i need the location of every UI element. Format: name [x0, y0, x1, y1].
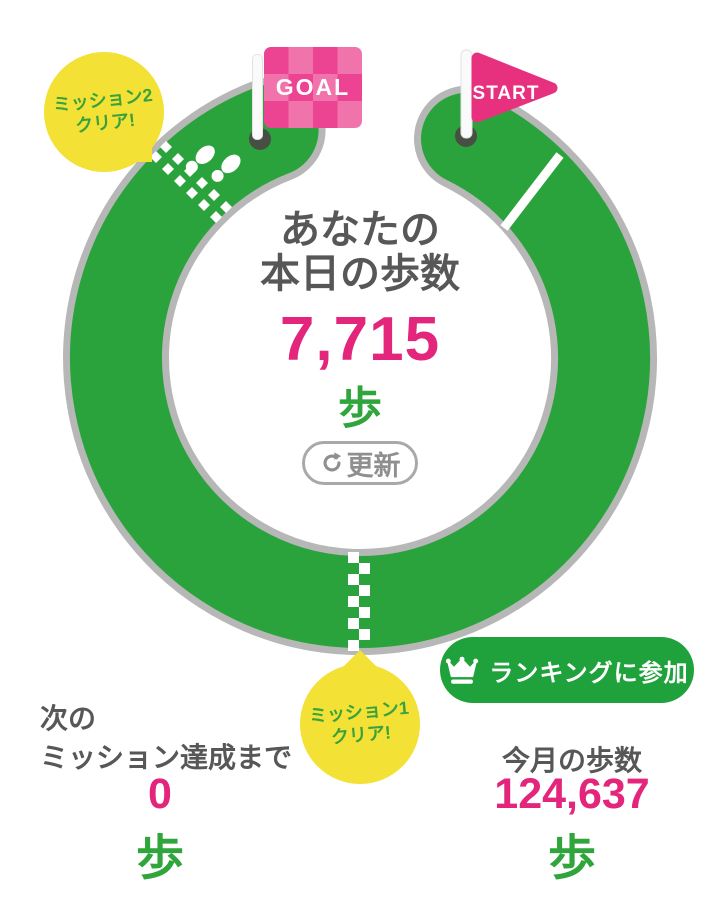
mission1-clear-badge: ミッション1 クリア!	[300, 664, 420, 784]
monthly-steps-caption: 今月の歩数	[501, 745, 642, 776]
refresh-button[interactable]: 更新	[302, 441, 418, 485]
today-steps-unit: 歩	[338, 384, 382, 433]
crown-icon	[446, 656, 479, 684]
start-pennant	[471, 52, 558, 123]
goal-flag-pole	[252, 54, 263, 140]
monthly-steps-value: 124,637	[494, 770, 650, 818]
segment-divider	[500, 152, 564, 231]
goal-flag: GOAL	[264, 47, 362, 128]
next-mission-caption-line2: ミッション達成まで	[40, 742, 293, 773]
mission-2-checkpoint	[149, 140, 233, 224]
today-steps-value: 7,715	[279, 305, 441, 374]
next-mission-caption-line1: 次の	[40, 703, 97, 734]
today-title-line1: あなたの	[280, 208, 440, 252]
mission2-clear-badge: ミッション2 クリア!	[44, 52, 164, 172]
start-flag-pole	[460, 49, 473, 139]
start-flag-label: START	[473, 83, 540, 104]
next-mission-steps-value: 0	[148, 770, 172, 818]
join-ranking-label: ランキングに参加	[489, 659, 689, 687]
monthly-steps-unit: 歩	[547, 832, 596, 885]
next-mission-steps-unit: 歩	[135, 832, 184, 885]
refresh-icon	[323, 452, 341, 472]
join-ranking-button[interactable]: ランキングに参加	[440, 637, 694, 703]
today-title-line2: 本日の歩数	[260, 252, 460, 296]
start-flag: START	[460, 49, 558, 139]
refresh-label: 更新	[346, 450, 401, 481]
mission-1-checkpoint	[348, 552, 370, 651]
goal-flag-label: GOAL	[275, 74, 351, 100]
footprints-icon	[185, 145, 241, 182]
